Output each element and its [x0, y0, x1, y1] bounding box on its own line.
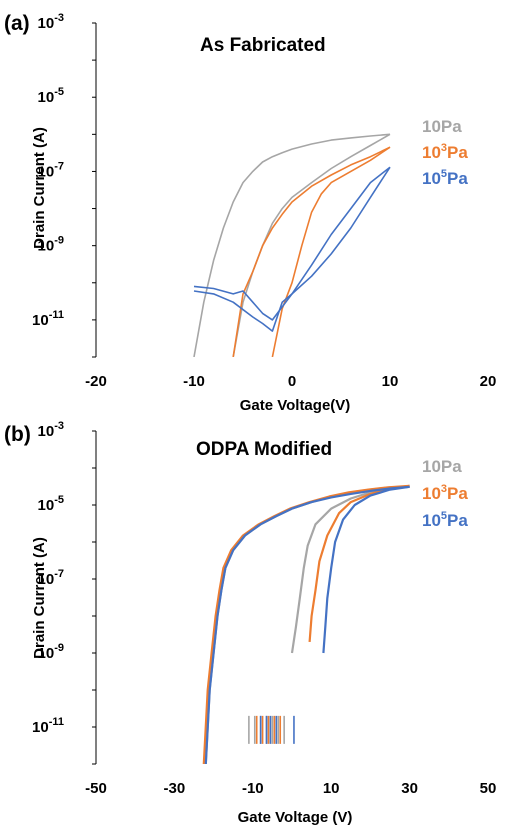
x-axis-label-b: Gate Voltage (V): [238, 809, 353, 826]
y-tick-label-a: 10-9: [38, 235, 64, 255]
x-axis-label-a: Gate Voltage(V): [240, 397, 351, 414]
y-tick-exponent-b: -7: [54, 568, 64, 580]
legend-a: 10Pa 103Pa 105Pa: [422, 117, 468, 188]
y-tick-exponent-a: -11: [49, 309, 64, 321]
y-tick-exponent-b: -5: [54, 494, 64, 506]
y-tick-exponent-a: -5: [54, 86, 64, 98]
series-line-b-1-reverse: [308, 484, 410, 642]
y-tick-label-a: 10-11: [32, 309, 64, 329]
y-tick-exponent-b: -9: [54, 642, 64, 654]
y-axis-label-b: Drain Current (A): [31, 537, 48, 659]
y-tick-exponent-a: -9: [54, 235, 64, 247]
x-tick-label-a: -10: [183, 373, 205, 390]
legend-entry-a-1: 103Pa: [422, 142, 468, 162]
legend-entry-a-2: 105Pa: [422, 168, 468, 188]
series-line-b-1-forward: [202, 484, 410, 764]
x-tick-label-b: 30: [401, 780, 418, 797]
curves-b: [202, 484, 410, 764]
legend-entry-a-0: 10Pa: [422, 117, 462, 136]
y-tick-exponent-a: -7: [54, 160, 64, 172]
panel-label-b: (b): [4, 423, 31, 446]
y-tick-label-a: 10-5: [38, 86, 64, 106]
legend-entry-b-0: 10Pa: [422, 457, 462, 476]
series-line-b-2-forward: [204, 485, 410, 764]
series-line-a-2-reverse: [193, 166, 391, 332]
x-tick-label-b: -10: [242, 780, 264, 797]
x-tick-label-b: -30: [164, 780, 186, 797]
legend-entry-b-1: 103Pa: [422, 483, 468, 503]
y-tick-exponent-b: -11: [49, 716, 64, 728]
y-axis-label-a: Drain Current (A): [31, 127, 48, 249]
y-tick-exponent-b: -3: [54, 420, 64, 432]
series-line-b-0-forward: [204, 485, 410, 764]
y-tick-label-b: 10-9: [38, 642, 64, 662]
series-line-a-2-forward: [193, 166, 391, 321]
x-tick-label-b: -50: [85, 780, 107, 797]
legend-b: 10Pa 103Pa 105Pa: [422, 457, 468, 530]
series-line-a-1-reverse: [271, 146, 391, 357]
legend-entry-b-2: 105Pa: [422, 510, 468, 530]
curves-a: [193, 133, 391, 357]
panel-label-a: (a): [4, 12, 30, 35]
x-tick-label-b: 50: [480, 780, 497, 797]
chart-title-b: ODPA Modified: [196, 439, 332, 460]
x-tick-label-a: -20: [85, 373, 107, 390]
y-tick-label-a: 10-3: [38, 12, 64, 32]
panel-b: (b) ODPA Modified Gate Voltage (V) Drain…: [4, 420, 496, 826]
chart-title-a: As Fabricated: [200, 35, 326, 56]
axes-b: 10-3 10-5 10-7 10-9 10-11 -50 -30 -10 10 30 50: [32, 420, 496, 797]
series-line-b-2-reverse: [322, 485, 410, 654]
x-tick-label-a: 10: [382, 373, 399, 390]
panel-a: (a) As Fabricated Gate Voltage(V) Drain …: [4, 12, 496, 414]
y-tick-label-b: 10-7: [38, 568, 64, 588]
y-tick-label-b: 10-11: [32, 716, 64, 736]
x-tick-label-a: 20: [480, 373, 497, 390]
x-tick-label-a: 0: [288, 373, 296, 390]
y-tick-exponent-a: -3: [54, 12, 64, 24]
series-line-a-1-forward: [232, 146, 391, 357]
axes-a: 10-3 10-5 10-7 10-9 10-11 -20 -10 0 10 20: [32, 12, 496, 390]
y-tick-label-b: 10-5: [38, 494, 64, 514]
y-tick-label-a: 10-7: [38, 160, 64, 180]
series-line-a-0-forward: [193, 133, 391, 357]
x-tick-label-b: 10: [323, 780, 340, 797]
y-tick-label-b: 10-3: [38, 420, 64, 440]
